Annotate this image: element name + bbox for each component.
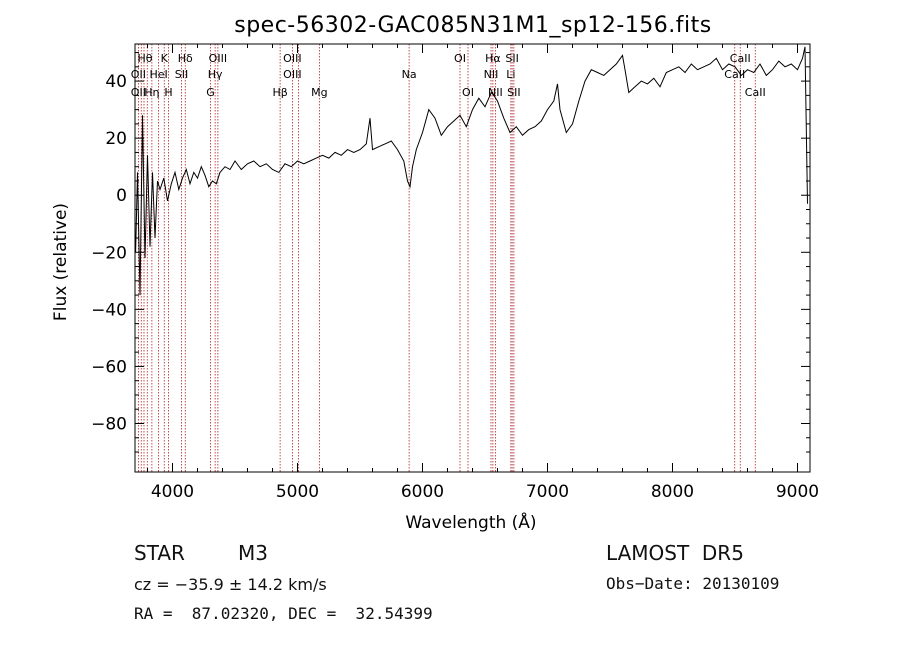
y-axis: −80 −60 −40 −20 0 20 40 [91,52,810,453]
emission-line-markers [137,44,756,472]
chart-title: spec-56302-GAC085N31M1_sp12-156.fits [234,13,712,38]
y-tick-label: 0 [116,186,127,206]
line-label: Hθ [137,52,152,65]
line-label: OI [462,86,474,99]
object-class: STAR [134,541,185,565]
line-label: G [206,86,215,99]
plot-frame [134,43,811,473]
x-tick-label: 5000 [276,482,319,502]
line-label: CaII [730,52,751,65]
x-axis: 4000 5000 6000 7000 8000 9000 [147,44,819,502]
line-label: Hα [485,52,501,65]
spectrum-line [135,46,808,296]
coordinates-text: RA = 87.02320, DEC = 32.54399 [134,604,433,623]
line-label: NII [488,86,503,99]
line-label: Na [402,68,417,81]
y-tick-label: −20 [91,243,127,263]
velocity-text: cz = −35.9 ± 14.2 km/s [134,575,327,594]
line-label: Li [506,68,515,81]
y-tick-label: −40 [91,300,127,320]
line-label: Hδ [178,52,193,65]
line-label: NII [484,68,499,81]
line-label: OIII [209,52,227,65]
line-label: H [164,86,172,99]
line-label: K [161,52,169,65]
emission-line-labels: Hθ K Hδ OIII OIII OI Hα SII CaII OII HeI SII Hγ OIII N… [131,52,766,99]
line-label: Hη [144,86,159,99]
line-label: SII [507,86,520,99]
y-tick-label: −60 [91,357,127,377]
line-label: OIII [283,52,301,65]
line-label: CaII [745,86,766,99]
y-tick-label: 40 [105,72,127,92]
x-tick-label: 8000 [651,482,694,502]
survey-name: LAMOST DR5 [606,541,744,565]
line-label: HeI [149,68,167,81]
x-axis-label: Wavelength (Å) [405,511,536,533]
x-tick-label: 7000 [526,482,569,502]
y-tick-label: 20 [105,129,127,149]
line-label: Hγ [208,68,223,81]
line-label: SII [505,52,518,65]
line-label: CaII [724,68,745,81]
x-tick-label: 4000 [151,482,194,502]
object-subclass: M3 [238,541,268,565]
line-label: Hβ [272,86,287,99]
y-axis-label: Flux (relative) [51,203,71,321]
x-tick-label: 9000 [776,482,819,502]
obs-date: Obs−Date: 20130109 [606,574,780,593]
line-label: OI [454,52,466,65]
line-label: Mg [311,86,327,99]
line-label: OIII [283,68,301,81]
y-tick-label: −80 [91,414,127,434]
line-label: SII [175,68,188,81]
x-tick-label: 6000 [401,482,444,502]
line-label: OII [131,68,146,81]
